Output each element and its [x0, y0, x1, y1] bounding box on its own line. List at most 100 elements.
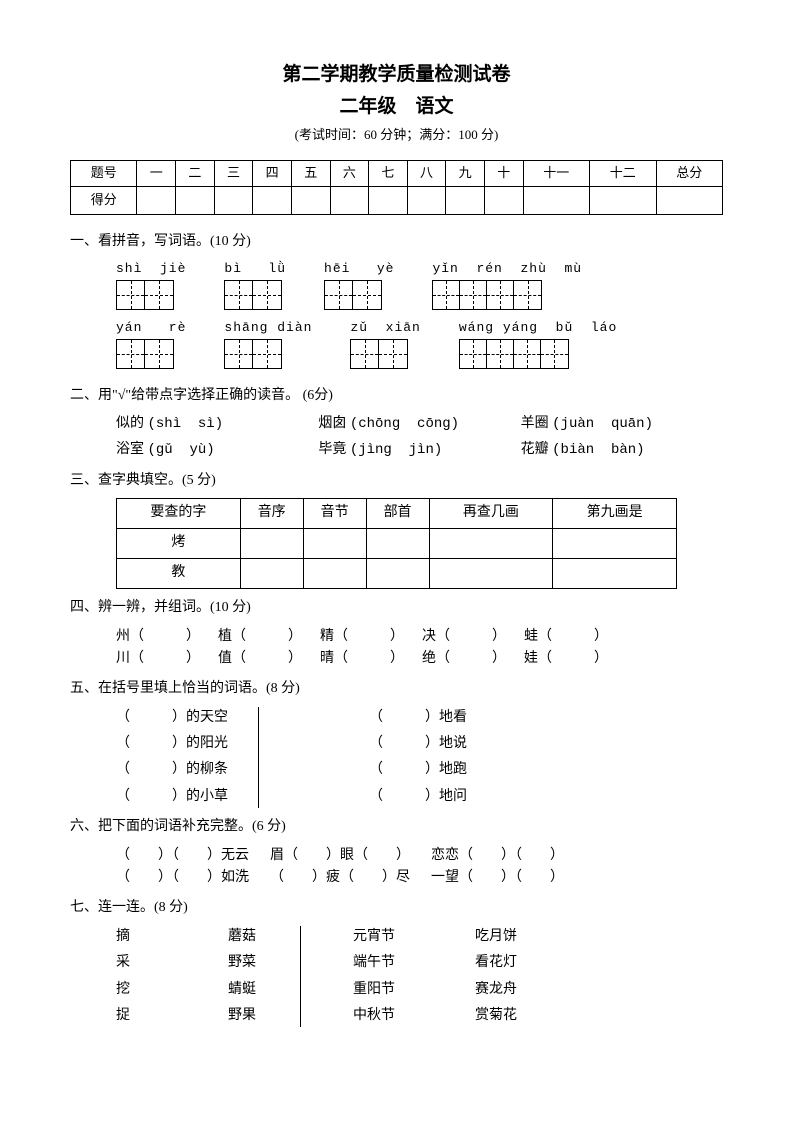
score-col: 十一: [523, 160, 589, 186]
q4-area: 州（ ）植（ ）精（ ）决（ ）蛙（ ）川（ ）值（ ）晴（ ）绝（ ）娃（ ）: [70, 626, 723, 671]
divider: [300, 926, 301, 1028]
char-box: [325, 281, 353, 309]
q5-item: （ ）地看: [369, 707, 467, 729]
char-box: [514, 281, 541, 309]
score-col: 总分: [656, 160, 723, 186]
char-box: [351, 340, 379, 368]
q4-item: 川（ ）: [116, 648, 200, 670]
q7-item: 赏菊花: [475, 1005, 525, 1027]
dict-cell: [303, 529, 366, 559]
char-box: [145, 281, 173, 309]
dict-cell: [240, 529, 303, 559]
q7-item: 野果: [228, 1005, 278, 1027]
pinyin-label: zǔ xiān: [350, 318, 420, 339]
score-col: 七: [369, 160, 408, 186]
q4-head: 四、辨一辨，并组词。(10 分): [70, 597, 723, 619]
q5-item: （ ）地跑: [369, 759, 467, 781]
char-box: [253, 340, 281, 368]
q7-item: 蜻蜓: [228, 979, 278, 1001]
pinyin-label: hēi yè: [324, 259, 394, 280]
q5-item: （ ）的阳光: [116, 733, 228, 755]
score-col: 八: [407, 160, 446, 186]
q7-head: 七、连一连。(8 分): [70, 897, 723, 919]
q5-head: 五、在括号里填上恰当的词语。(8 分): [70, 678, 723, 700]
char-box: [514, 340, 541, 368]
q4-item: 晴（ ）: [320, 648, 404, 670]
q2-item: 浴室 (gǔ yù): [116, 439, 318, 461]
dict-header: 第九画是: [553, 499, 677, 529]
q4-item: 蛙（ ）: [524, 626, 608, 648]
char-box: [487, 281, 514, 309]
q7-item: 端午节: [353, 952, 403, 974]
score-label: 题号: [71, 160, 137, 186]
q2-item: 似的 (shì sì): [116, 413, 318, 435]
dict-cell: [240, 559, 303, 589]
pinyin-label: bì lǜ: [224, 259, 286, 280]
q1-area: shì jièbì lǜhēi yèyǐn rén zhù mùyán rèsh…: [70, 259, 723, 377]
score-table: 题号一二三四五六七八九十十一十二总分 得分: [70, 160, 723, 215]
q2-item: 毕竟 (jìng jìn): [318, 439, 520, 461]
char-box: [460, 340, 487, 368]
score-col: 四: [253, 160, 292, 186]
q2-head: 二、用"√"给带点字选择正确的读音。 (6分): [70, 385, 723, 407]
score-col: 一: [137, 160, 176, 186]
q2-item: 花瓣 (biàn bàn): [521, 439, 723, 461]
q1-head: 一、看拼音，写词语。(10 分): [70, 231, 723, 253]
score-cell: [407, 186, 446, 214]
score-cell: [214, 186, 253, 214]
q7-item: 元宵节: [353, 926, 403, 948]
q5-item: （ ）的小草: [116, 786, 228, 808]
score-col: 九: [446, 160, 485, 186]
char-box: [541, 340, 568, 368]
score-cell: [330, 186, 369, 214]
score-cell: [446, 186, 485, 214]
dict-table: 要查的字音序音节部首再查几画第九画是烤教: [116, 498, 677, 589]
char-box: [145, 340, 173, 368]
score-col: 十: [484, 160, 523, 186]
score-col: 十二: [590, 160, 656, 186]
pinyin-label: yǐn rén zhù mù: [432, 259, 582, 280]
q7-item: 看花灯: [475, 952, 525, 974]
pinyin-label: yán rè: [116, 318, 186, 339]
dict-char: 烤: [117, 529, 241, 559]
score-cell: [523, 186, 589, 214]
q4-item: 值（ ）: [218, 648, 302, 670]
score-cell: [484, 186, 523, 214]
dict-cell: [553, 529, 677, 559]
q7-item: 重阳节: [353, 979, 403, 1001]
score-cell: [176, 186, 215, 214]
score-label: 得分: [71, 186, 137, 214]
q5-item: （ ）的天空: [116, 707, 228, 729]
char-box: [225, 281, 253, 309]
q4-item: 精（ ）: [320, 626, 404, 648]
pinyin-label: shì jiè: [116, 259, 186, 280]
q4-item: 绝（ ）: [422, 648, 506, 670]
score-cell: [656, 186, 723, 214]
dict-cell: [366, 559, 429, 589]
char-box: [225, 340, 253, 368]
q7-item: 野菜: [228, 952, 278, 974]
q5-item: （ ）的柳条: [116, 759, 228, 781]
q4-item: 植（ ）: [218, 626, 302, 648]
dict-header: 再查几画: [429, 499, 553, 529]
score-cell: [137, 186, 176, 214]
q7-item: 捉: [116, 1005, 166, 1027]
char-box: [379, 340, 407, 368]
char-box: [117, 340, 145, 368]
q7-area: 摘采挖捉 蘑菇野菜蜻蜓野果 元宵节端午节重阳节中秋节 吃月饼看花灯赛龙舟赏菊花: [70, 926, 723, 1028]
q6-area: （ ）（ ）无云 眉（ ）眼（ ） 恋恋（ ）（ ）（ ）（ ）如洗 （ ）疲（…: [70, 845, 723, 890]
q6-line: （ ）（ ）无云 眉（ ）眼（ ） 恋恋（ ）（ ）: [116, 845, 723, 867]
score-col: 六: [330, 160, 369, 186]
score-cell: [369, 186, 408, 214]
q7-item: 挖: [116, 979, 166, 1001]
q7-item: 赛龙舟: [475, 979, 525, 1001]
dict-header: 要查的字: [117, 499, 241, 529]
char-box: [487, 340, 514, 368]
dict-cell: [429, 559, 553, 589]
divider: [258, 707, 259, 809]
score-cell: [291, 186, 330, 214]
q2-item: 烟囱 (chōng cōng): [318, 413, 520, 435]
score-col: 二: [176, 160, 215, 186]
char-box: [433, 281, 460, 309]
q2-item: 羊圈 (juàn quān): [521, 413, 723, 435]
